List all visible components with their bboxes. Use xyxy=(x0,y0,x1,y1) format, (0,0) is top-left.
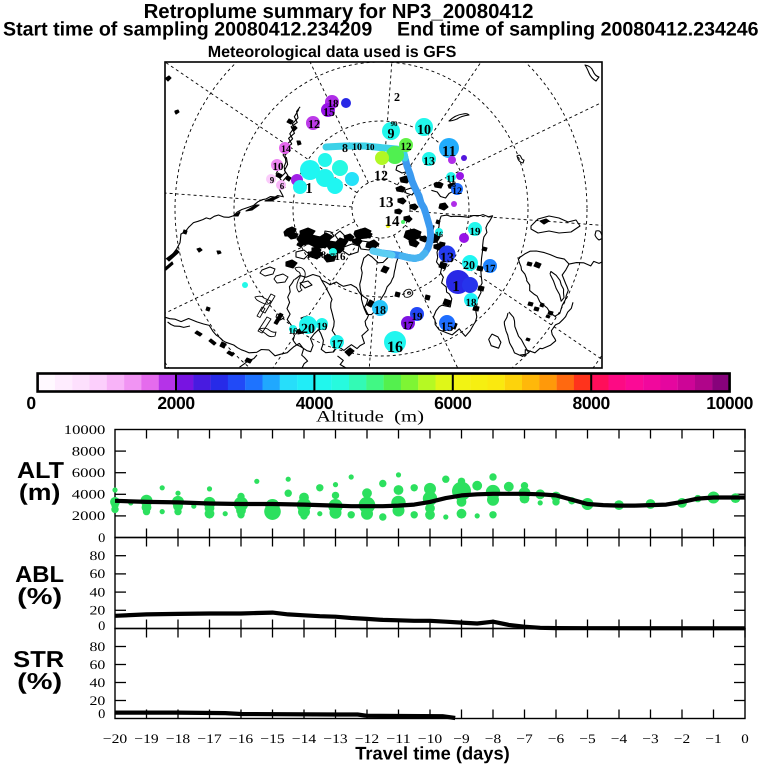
svg-text:19: 19 xyxy=(470,226,482,238)
svg-text:2000: 2000 xyxy=(157,393,195,413)
svg-text:6000: 6000 xyxy=(72,465,106,480)
svg-text:2000: 2000 xyxy=(72,508,106,523)
svg-text:20: 20 xyxy=(90,603,106,618)
svg-text:−7: −7 xyxy=(516,731,533,746)
svg-text:−13: −13 xyxy=(323,731,347,746)
svg-text:9: 9 xyxy=(270,175,275,185)
svg-text:11: 11 xyxy=(446,174,455,185)
svg-text:14: 14 xyxy=(385,214,401,230)
svg-text:40: 40 xyxy=(90,675,106,690)
svg-text:−9: −9 xyxy=(453,731,469,746)
svg-text:19: 19 xyxy=(412,311,424,323)
svg-text:17: 17 xyxy=(485,263,497,275)
svg-text:18: 18 xyxy=(374,303,386,317)
svg-text:−12: −12 xyxy=(355,731,379,746)
svg-text:40: 40 xyxy=(90,584,106,599)
svg-text:−17: −17 xyxy=(197,731,222,746)
svg-text:(%): (%) xyxy=(17,668,62,694)
svg-text:0: 0 xyxy=(98,618,105,633)
svg-text:−6: −6 xyxy=(548,731,565,746)
svg-text:60: 60 xyxy=(90,566,106,581)
svg-text:18: 18 xyxy=(448,180,456,189)
svg-text:14: 14 xyxy=(281,144,291,155)
svg-text:−18: −18 xyxy=(166,731,190,746)
svg-text:8000: 8000 xyxy=(72,443,106,458)
svg-text:90: 90 xyxy=(391,120,399,128)
svg-text:19: 19 xyxy=(306,250,316,261)
svg-text:2: 2 xyxy=(394,90,400,104)
svg-text:11: 11 xyxy=(442,144,456,160)
svg-text:Altitude (m): Altitude (m) xyxy=(316,409,424,426)
svg-text:6000: 6000 xyxy=(434,393,472,413)
svg-text:8000: 8000 xyxy=(573,393,611,413)
svg-text:15: 15 xyxy=(323,105,335,119)
svg-text:15: 15 xyxy=(441,319,455,334)
svg-text:−19: −19 xyxy=(134,731,158,746)
svg-text:16: 16 xyxy=(435,230,443,239)
svg-text:12: 12 xyxy=(374,169,388,184)
svg-text:18: 18 xyxy=(466,297,478,309)
svg-text:13: 13 xyxy=(423,154,435,168)
svg-text:6: 6 xyxy=(280,181,285,191)
svg-text:10: 10 xyxy=(417,123,431,138)
svg-text:(%): (%) xyxy=(17,583,62,609)
svg-text:0: 0 xyxy=(98,530,105,545)
svg-text:20: 20 xyxy=(301,322,315,337)
svg-text:1: 1 xyxy=(452,279,460,295)
svg-text:19: 19 xyxy=(317,321,329,333)
svg-text:80: 80 xyxy=(90,548,106,563)
svg-text:End time of sampling 20080412.: End time of sampling 20080412.234246 xyxy=(397,19,759,41)
svg-text:−8: −8 xyxy=(485,731,501,746)
svg-text:Retroplume summary for NP3_200: Retroplume summary for NP3_20080412 xyxy=(144,1,534,23)
svg-text:0: 0 xyxy=(741,731,749,746)
svg-text:10: 10 xyxy=(366,142,376,152)
svg-text:18: 18 xyxy=(328,98,340,110)
svg-text:17: 17 xyxy=(325,252,335,263)
svg-text:8: 8 xyxy=(342,141,348,155)
svg-text:60: 60 xyxy=(90,657,106,672)
svg-text:12: 12 xyxy=(308,117,320,131)
svg-text:Travel time (days): Travel time (days) xyxy=(355,743,509,764)
svg-text:−4: −4 xyxy=(611,731,628,746)
svg-text:13: 13 xyxy=(379,195,394,211)
svg-text:4000: 4000 xyxy=(72,487,106,502)
svg-text:16: 16 xyxy=(335,251,347,263)
svg-text:20: 20 xyxy=(463,258,475,272)
svg-text:−16: −16 xyxy=(229,731,254,746)
svg-text:10: 10 xyxy=(273,161,285,173)
svg-text:ABL: ABL xyxy=(15,561,64,587)
svg-text:1: 1 xyxy=(305,181,313,197)
svg-text:17: 17 xyxy=(403,320,415,332)
svg-text:10000: 10000 xyxy=(706,393,753,413)
svg-text:10000: 10000 xyxy=(64,422,106,437)
svg-text:9: 9 xyxy=(388,127,395,142)
svg-text:13: 13 xyxy=(440,251,454,266)
svg-text:(m): (m) xyxy=(19,479,61,505)
svg-text:ALT: ALT xyxy=(17,457,64,483)
svg-text:Meteorological data used is GF: Meteorological data used is GFS xyxy=(208,43,457,61)
svg-text:STR: STR xyxy=(13,646,64,672)
svg-text:17: 17 xyxy=(331,337,343,351)
svg-text:−10: −10 xyxy=(418,731,442,746)
svg-text:0: 0 xyxy=(26,393,36,413)
svg-text:−15: −15 xyxy=(260,731,284,746)
svg-text:0: 0 xyxy=(98,706,105,721)
svg-text:−20: −20 xyxy=(103,731,127,746)
svg-text:80: 80 xyxy=(90,639,106,654)
svg-text:12: 12 xyxy=(401,141,413,153)
svg-text:−1: −1 xyxy=(705,731,721,746)
svg-text:12: 12 xyxy=(452,186,462,197)
svg-text:16: 16 xyxy=(289,326,299,336)
svg-text:−2: −2 xyxy=(674,731,690,746)
svg-text:18: 18 xyxy=(316,250,326,261)
svg-text:4000: 4000 xyxy=(296,393,334,413)
svg-text:−14: −14 xyxy=(292,731,317,746)
svg-text:16: 16 xyxy=(387,339,403,356)
svg-text:Start time of sampling 2008041: Start time of sampling 20080412.234209 xyxy=(3,19,372,41)
svg-text:20: 20 xyxy=(90,693,106,708)
svg-text:−3: −3 xyxy=(642,731,658,746)
svg-text:−5: −5 xyxy=(579,731,595,746)
svg-text:−11: −11 xyxy=(386,731,410,746)
svg-text:10: 10 xyxy=(352,142,362,153)
